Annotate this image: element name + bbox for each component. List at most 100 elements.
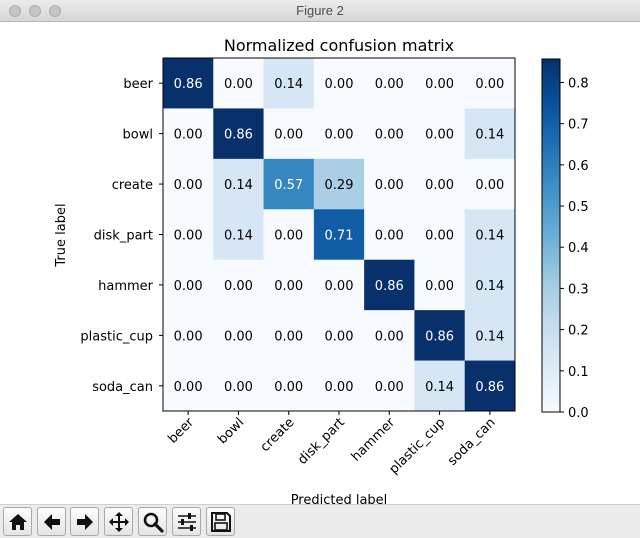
colorbar-tick-label: 0.5 — [568, 200, 589, 215]
y-tick-label: create — [112, 178, 153, 193]
heatmap-cell — [464, 310, 516, 362]
heatmap-cell — [364, 58, 415, 109]
y-tick-label: beer — [123, 77, 153, 92]
heatmap-cell — [313, 158, 365, 210]
cell-value-label: 0.00 — [325, 380, 354, 395]
cell-value-label: 0.14 — [425, 380, 454, 395]
move-icon — [108, 511, 129, 532]
y-tick-label: bowl — [123, 128, 153, 143]
heatmap-cell — [414, 58, 466, 109]
close-window-button[interactable] — [9, 5, 21, 17]
heatmap-cell — [414, 360, 466, 412]
colorbar-tick-label: 0.3 — [568, 282, 589, 297]
sliders-icon — [177, 512, 196, 531]
heatmap-cell — [163, 209, 214, 261]
x-tick-label: beer — [165, 415, 197, 447]
y-tick-label: hammer — [98, 279, 154, 294]
heatmap-cell — [464, 209, 516, 261]
cell-value-label: 0.14 — [475, 128, 504, 143]
cell-value-label: 0.00 — [325, 279, 354, 294]
cell-value-label: 0.14 — [224, 178, 253, 193]
heatmap-cell — [163, 158, 214, 210]
heatmap-cell — [263, 209, 315, 261]
cell-value-label: 0.00 — [325, 77, 354, 92]
forward-button[interactable] — [70, 507, 99, 536]
heatmap-cell — [364, 310, 415, 362]
figure-canvas: Normalized confusion matrix 0.86 0.00 0.14… — [0, 22, 640, 504]
navigation-toolbar — [0, 504, 640, 538]
heatmap-cell — [313, 58, 365, 109]
colorbar-tick-label: 0.1 — [568, 365, 589, 380]
x-tick-label: soda_can — [445, 415, 499, 469]
zoom-window-button[interactable] — [49, 5, 61, 17]
cell-value-label: 0.00 — [224, 380, 253, 395]
heatmap-cell — [414, 108, 466, 160]
heatmap-cell — [464, 58, 516, 109]
cell-value-label: 0.00 — [425, 229, 454, 244]
heatmap-cell — [364, 108, 415, 160]
heatmap-cell — [263, 310, 315, 362]
cell-value-label: 0.00 — [375, 128, 404, 143]
x-tick-label: hammer — [349, 415, 399, 465]
cell-value-label: 0.00 — [174, 128, 203, 143]
heatmap-cell — [464, 259, 516, 311]
zoom-button[interactable] — [138, 507, 167, 536]
x-tick-label: disk_part — [295, 415, 348, 468]
heatmap-cell — [364, 360, 415, 412]
cell-value-label: 0.00 — [425, 77, 454, 92]
y-axis-label: True label — [54, 203, 69, 267]
cell-value-label: 0.00 — [475, 178, 504, 193]
cell-value-label: 0.86 — [375, 279, 404, 294]
heatmap-cell — [213, 259, 265, 311]
window-titlebar: Figure 2 — [0, 0, 640, 22]
cell-value-label: 0.14 — [475, 279, 504, 294]
cell-value-label: 0.00 — [224, 77, 253, 92]
colorbar — [541, 58, 561, 413]
cell-value-label: 0.71 — [325, 229, 354, 244]
cell-value-label: 0.00 — [274, 229, 303, 244]
heatmap-cell — [414, 209, 466, 261]
colorbar-tick-label: 0.0 — [568, 406, 589, 421]
home-icon — [8, 513, 27, 530]
configure-subplots-button[interactable] — [172, 507, 201, 536]
heatmap-cell — [263, 108, 315, 160]
cell-value-label: 0.57 — [274, 178, 303, 193]
heatmap-cell — [163, 108, 214, 160]
back-button[interactable] — [37, 507, 66, 536]
colorbar-ticks: 0.0 0.1 0.2 0.3 0.4 0.5 0.6 0.7 0.8 — [560, 76, 589, 421]
colorbar-tick-label: 0.4 — [568, 241, 589, 256]
heatmap-cell — [163, 58, 214, 109]
y-tick-label: plastic_cup — [80, 329, 153, 344]
y-tick-label: soda_can — [92, 380, 153, 395]
cell-value-label: 0.14 — [475, 329, 504, 344]
x-axis-label: Predicted label — [291, 493, 388, 504]
cell-value-label: 0.00 — [174, 229, 203, 244]
cell-value-label: 0.00 — [325, 128, 354, 143]
cell-value-label: 0.00 — [375, 178, 404, 193]
arrow-right-icon — [76, 513, 93, 530]
cell-value-label: 0.14 — [274, 77, 303, 92]
floppy-disk-icon — [210, 511, 231, 532]
cell-value-label: 0.00 — [224, 329, 253, 344]
heatmap-cell — [213, 108, 265, 160]
heatmap-cell — [263, 360, 315, 412]
cell-value-label: 0.00 — [274, 380, 303, 395]
heatmap-cell — [364, 259, 415, 311]
heatmap-cell — [163, 259, 214, 311]
heatmap-cell — [263, 158, 315, 210]
heatmap-cell — [313, 310, 365, 362]
cell-value-label: 0.00 — [375, 77, 404, 92]
chart-title: Normalized confusion matrix — [224, 36, 454, 55]
heatmap-cell — [464, 158, 516, 210]
pan-button[interactable] — [104, 507, 133, 536]
home-button[interactable] — [3, 507, 32, 536]
save-button[interactable] — [206, 507, 235, 536]
cell-value-label: 0.00 — [375, 329, 404, 344]
cell-value-label: 0.00 — [375, 229, 404, 244]
cell-value-label: 0.14 — [224, 229, 253, 244]
y-tick-label: disk_part — [94, 229, 153, 244]
minimize-window-button[interactable] — [29, 5, 41, 17]
heatmap-cell — [313, 360, 365, 412]
heatmap-cell — [213, 158, 265, 210]
